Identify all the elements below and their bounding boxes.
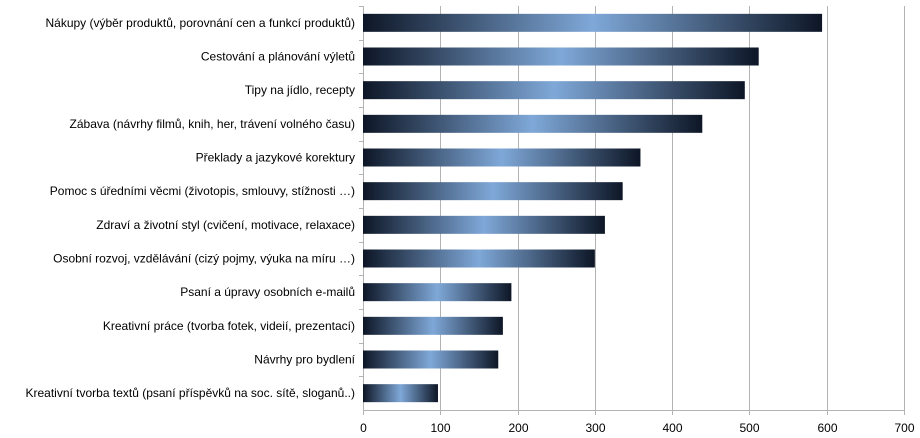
- category-label: Zdraví a životní styl (cvičení, motivace…: [96, 218, 355, 232]
- category-label: Osobní rozvoj, vzdělávání (cizý pojmy, v…: [53, 252, 355, 266]
- bar: [363, 81, 745, 100]
- x-tick-label: 600: [817, 421, 837, 435]
- category-label: Návrhy pro bydlení: [254, 353, 355, 367]
- x-axis-ticks: 0 100 200 300 400 500 600 700: [360, 421, 915, 435]
- category-label: Cestování a plánování výletů: [201, 50, 355, 64]
- category-label: Pomoc s úředními věcmi (životopis, smlou…: [50, 184, 355, 198]
- category-label: Tipy na jídlo, recepty: [245, 83, 355, 97]
- bar: [363, 47, 759, 66]
- x-tick-label: 500: [739, 421, 759, 435]
- category-labels: Nákupy (výběr produktů, porovnání cen a …: [25, 16, 355, 400]
- category-label: Kreativní tvorba textů (psaní příspěvků …: [25, 386, 355, 400]
- category-label: Kreativní práce (tvorba fotek, videií, p…: [103, 319, 355, 333]
- bar: [363, 384, 438, 403]
- bar: [363, 350, 499, 369]
- bars: [363, 13, 823, 403]
- bar: [363, 182, 623, 201]
- bar: [363, 114, 703, 133]
- x-tick-label: 300: [585, 421, 605, 435]
- x-tick-label: 100: [430, 421, 450, 435]
- category-label: Nákupy (výběr produktů, porovnání cen a …: [45, 16, 355, 30]
- x-tick-label: 400: [662, 421, 682, 435]
- bar: [363, 215, 605, 234]
- x-tick-label: 0: [360, 421, 367, 435]
- bar: [363, 316, 503, 335]
- category-label: Překlady a jazykové korektury: [196, 151, 355, 165]
- x-tick-label: 700: [894, 421, 914, 435]
- grid-lines: [359, 6, 905, 415]
- bar: [363, 283, 512, 302]
- bar: [363, 249, 595, 268]
- category-label: Psaní a úpravy osobních e-mailů: [180, 285, 355, 299]
- bar: [363, 148, 641, 167]
- bar: [363, 13, 823, 32]
- category-label: Zábava (návrhy filmů, knih, her, trávení…: [70, 117, 355, 131]
- x-tick-label: 200: [508, 421, 528, 435]
